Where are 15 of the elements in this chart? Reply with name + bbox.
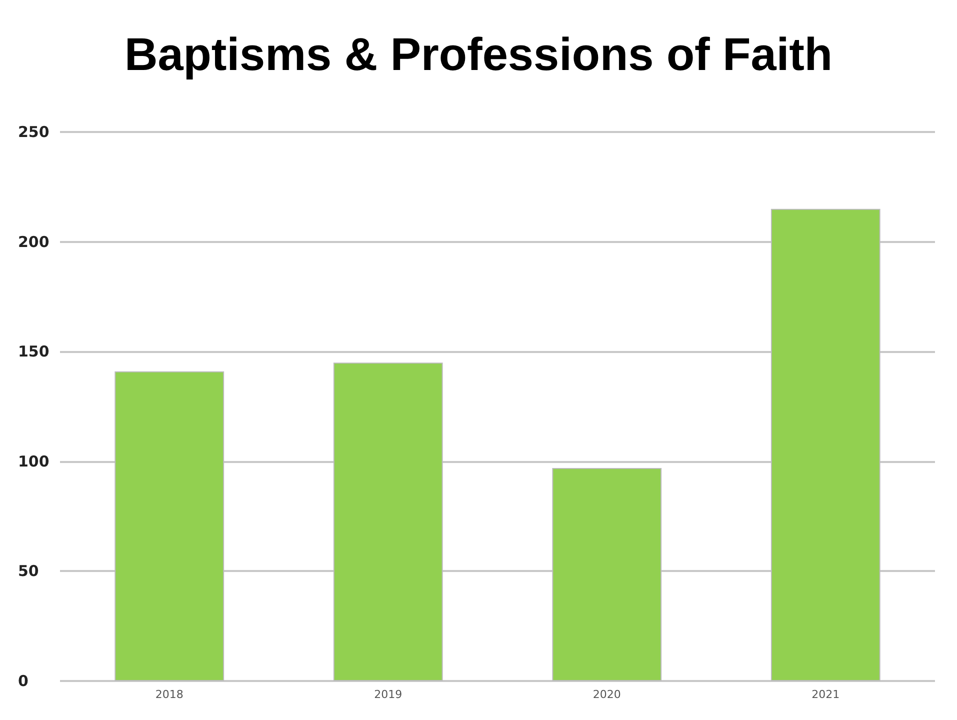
x-tick-label: 2018: [155, 688, 184, 701]
y-tick-label: 150: [18, 342, 50, 361]
bar: [114, 371, 224, 681]
x-tick-label: 2019: [374, 688, 402, 701]
bar: [552, 468, 662, 681]
x-tick-label: 2021: [812, 688, 840, 701]
y-tick-label: 0: [18, 672, 28, 690]
bar: [333, 362, 443, 681]
x-tick-label: 2020: [592, 688, 621, 701]
y-tick-label: 250: [18, 123, 50, 141]
y-tick-label: 100: [18, 452, 50, 470]
y-tick-label: 200: [18, 232, 50, 251]
chart-title: Baptisms & Professions of Faith: [124, 28, 833, 80]
bar: [770, 208, 880, 681]
y-tick-label: 50: [18, 562, 39, 580]
